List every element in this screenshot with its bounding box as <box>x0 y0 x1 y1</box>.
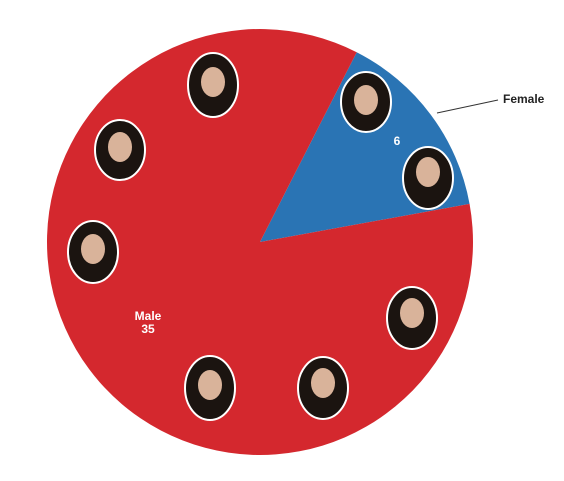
leader-line <box>436 99 499 114</box>
value-label: 6 <box>394 134 401 148</box>
slice-label: Female <box>503 92 545 106</box>
portraits <box>67 52 454 421</box>
slice-label: Male <box>135 309 162 323</box>
pie-slice <box>46 28 474 455</box>
value-label: 35 <box>141 322 155 336</box>
